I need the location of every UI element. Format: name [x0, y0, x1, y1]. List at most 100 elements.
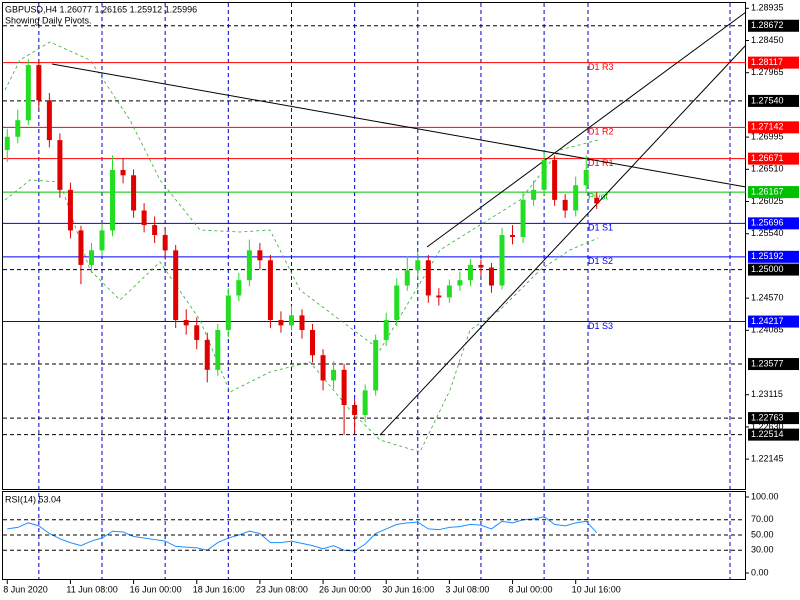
y-tick-label: 1.23115	[751, 389, 783, 399]
level-price-label: 1.22763	[751, 412, 784, 422]
candle-body	[67, 189, 73, 231]
candle-body	[362, 390, 368, 415]
candle-body	[4, 136, 10, 151]
level-price-box	[748, 358, 799, 371]
y-tick-label: 1.22145	[751, 454, 784, 464]
level-price-label: 1.25192	[751, 251, 784, 261]
level-tag: D1 R3	[588, 62, 614, 72]
level-price-box	[748, 412, 799, 425]
level-price-box	[748, 186, 799, 199]
candle-body	[120, 169, 126, 176]
level-price-label: 1.26671	[751, 153, 784, 163]
x-tick-label: 23 Jun 08:00	[256, 584, 308, 594]
level-price-label: 1.25000	[751, 264, 784, 274]
candle-body	[310, 329, 316, 356]
candle-body	[215, 329, 221, 370]
candle-body	[246, 250, 252, 281]
level-price-label: 1.22514	[751, 429, 784, 439]
level-price-box	[748, 19, 799, 32]
candle-body	[320, 355, 326, 381]
candle-body	[510, 235, 516, 238]
candle-body	[446, 285, 452, 298]
x-tick-label: 16 Jun 00:00	[130, 584, 182, 594]
candle-body	[541, 160, 547, 190]
y-tick-label: 1.26025	[751, 196, 784, 206]
y-tick-label: 1.26510	[751, 164, 784, 174]
rsi-tick-label: 100.00	[751, 491, 779, 501]
level-price-box	[748, 152, 799, 165]
level-tag: D1 R1	[588, 158, 614, 168]
candle-body	[383, 320, 389, 340]
candle-body	[404, 270, 410, 286]
candle-body	[194, 325, 200, 340]
candle-body	[173, 250, 179, 321]
level-tag: Pivot	[588, 191, 609, 201]
level-tag: D1 R2	[588, 127, 614, 137]
candle-body	[25, 65, 31, 121]
x-tick-label: 11 Jun 08:00	[66, 584, 117, 594]
level-tag: D1 S2	[588, 256, 613, 266]
level-price-box	[748, 250, 799, 263]
candle-body	[162, 235, 168, 251]
chart-title: GBPUSD,H4 1.26077 1.26165 1.25912 1.2599…	[5, 4, 197, 14]
candle-body	[36, 65, 42, 101]
candle-body	[478, 264, 484, 268]
level-price-box	[748, 217, 799, 230]
candle-body	[331, 369, 337, 381]
candles	[4, 59, 600, 552]
candle-body	[78, 230, 84, 265]
candle-body	[267, 260, 273, 321]
chart-subtitle: Showing Daily Pivots.	[5, 15, 92, 25]
x-tick-label: 30 Jun 16:00	[382, 584, 434, 594]
trend-line	[51, 63, 747, 188]
candle-body	[131, 175, 137, 211]
candle-body	[15, 120, 21, 137]
level-tag: D1 S3	[588, 321, 613, 331]
candle-body	[299, 315, 305, 330]
rsi-tick-label: 50.00	[751, 529, 774, 539]
axes: 1.28935 1.28450 1.27965 1.26995 1.26510 1.260…	[3, 3, 799, 594]
bollinger-lower	[4, 179, 599, 453]
candle-body	[552, 160, 558, 200]
candle-body	[99, 230, 105, 251]
grid	[38, 3, 545, 579]
level-tag: D1 S1	[588, 223, 613, 233]
level-price-box	[748, 315, 799, 328]
level-price-label: 1.23577	[751, 358, 784, 368]
rsi-tick-label: 0.00	[751, 567, 769, 577]
level-price-label: 1.27142	[751, 122, 784, 132]
candle-body	[141, 210, 147, 226]
main-panel-frame	[2, 2, 746, 490]
candle-body	[425, 260, 431, 296]
candle-body	[499, 235, 505, 286]
candle-body	[520, 199, 526, 238]
candle-body	[46, 100, 52, 141]
candle-body	[573, 185, 579, 211]
rsi-tick-label: 30.00	[751, 545, 774, 555]
x-tick-label: 26 Jun 00:00	[319, 584, 371, 594]
y-tick-label: 1.28935	[751, 3, 784, 13]
level-price-label: 1.24217	[751, 316, 784, 326]
candle-body	[394, 285, 400, 321]
y-tick-label: 1.26995	[751, 131, 784, 141]
level-price-box	[748, 56, 799, 69]
candle-body	[183, 320, 189, 326]
candle-body	[373, 339, 379, 391]
candle-body	[88, 250, 94, 265]
candle-body	[583, 169, 589, 186]
rsi-tick-label: 70.00	[751, 514, 774, 524]
candle-body	[488, 267, 494, 286]
candle-body	[225, 295, 231, 330]
candle-body	[594, 198, 600, 204]
x-tick-label: 10 Jul 16:00	[572, 584, 621, 594]
level-price-label: 1.28672	[751, 20, 784, 30]
candle-body	[57, 140, 63, 190]
level-price-box	[748, 263, 799, 276]
candle-body	[341, 369, 347, 406]
candle-body	[531, 189, 537, 200]
rsi-line	[7, 516, 598, 552]
candle-body	[257, 250, 263, 261]
x-tick-label: 3 Jul 08:00	[445, 584, 489, 594]
level-price-box	[748, 428, 799, 441]
